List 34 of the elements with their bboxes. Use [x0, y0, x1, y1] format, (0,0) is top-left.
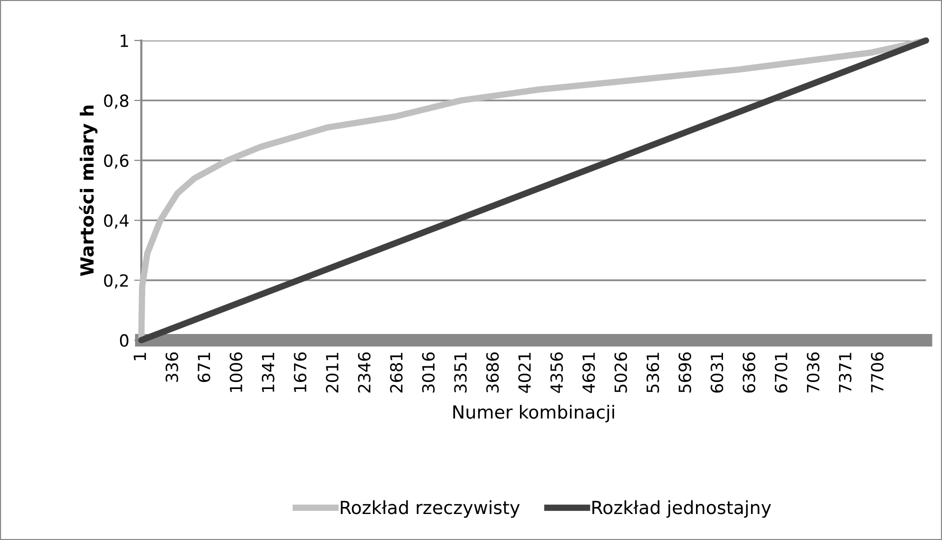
- x-tick-label: 1676: [294, 352, 306, 392]
- legend-label: Rozkład rzeczywisty: [340, 500, 520, 518]
- x-tick-label: 2346: [358, 352, 371, 393]
- y-tick-label: 1: [120, 34, 128, 47]
- y-tick-label: 0,2: [104, 274, 128, 289]
- x-tick-label: 5361: [646, 352, 660, 392]
- x-tick-label: 6031: [710, 352, 724, 393]
- x-tick-label: 2011: [326, 352, 339, 393]
- x-tick-label: 3016: [422, 352, 435, 392]
- legend-label: Rozkład jednostajny: [592, 500, 771, 518]
- x-tick-label: 4356: [550, 352, 563, 393]
- x-tick-label: 1006: [230, 352, 242, 392]
- y-tick-label: 0,6: [104, 154, 128, 169]
- y-tick-label: 0,4: [104, 214, 129, 229]
- y-tick-label: 0,8: [104, 94, 128, 109]
- x-tick-label: 4021: [518, 352, 531, 393]
- x-tick-label: 7036: [806, 352, 820, 392]
- x-tick-label: 4691: [582, 352, 595, 393]
- x-tick-label: 5026: [614, 352, 628, 392]
- x-tick-label: 1: [134, 352, 146, 360]
- x-tick-label: 3351: [454, 352, 467, 392]
- x-tick-label: 2681: [390, 352, 403, 393]
- y-tick-label: 0: [120, 334, 128, 347]
- x-tick-label: 7706: [870, 352, 884, 392]
- x-tick-label: 5696: [678, 352, 692, 392]
- x-tick-label: 336: [166, 352, 178, 382]
- x-tick-label: 3686: [486, 352, 499, 392]
- x-tick-label: 6366: [742, 352, 756, 393]
- x-tick-label: 6701: [774, 352, 788, 393]
- x-tick-label: 1341: [262, 352, 274, 392]
- x-tick-label: 671: [198, 352, 210, 382]
- x-axis-title: Numer kombinacji: [453, 404, 614, 422]
- y-axis-title: Wartości miary h: [79, 106, 98, 276]
- x-tick-label: 7371: [838, 352, 852, 392]
